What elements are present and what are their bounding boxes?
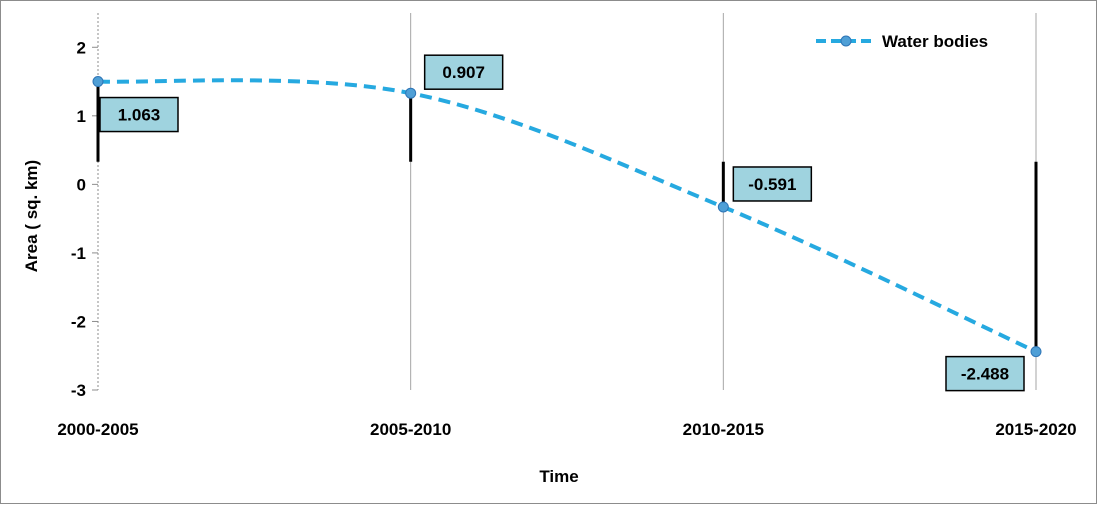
x-tick-label: 2005-2010 xyxy=(370,420,451,439)
series-layer xyxy=(92,76,1042,358)
legend-marker xyxy=(840,35,852,47)
x-tick-label: 2000-2005 xyxy=(57,420,138,439)
data-label-box xyxy=(945,355,1025,392)
y-tick-label: -3 xyxy=(71,381,86,400)
legend-label: Water bodies xyxy=(882,32,988,51)
data-labels: 1.063 0.907 -0.591 -2.488 xyxy=(99,54,1025,392)
data-point xyxy=(717,201,729,213)
y-tick-label: -1 xyxy=(71,244,86,263)
y-axis-title: Area ( sq. km) xyxy=(22,160,41,272)
y-tick-label: 2 xyxy=(77,38,86,57)
data-point xyxy=(405,87,417,99)
drop-lines xyxy=(96,81,1038,352)
data-label: -0.591 xyxy=(748,175,796,194)
data-label: 0.907 xyxy=(442,63,485,82)
data-label: 1.063 xyxy=(118,106,161,125)
data-point xyxy=(92,76,104,88)
data-label-box xyxy=(99,96,179,133)
y-tick-label: -2 xyxy=(71,312,86,331)
data-label: -2.488 xyxy=(961,365,1009,384)
axes: -3 -2 -1 0 1 2 2000-2005 2005-2010 2010-2015 2015… xyxy=(57,13,1077,439)
data-label-box xyxy=(423,54,504,90)
series-line-water-bodies xyxy=(97,78,1037,354)
x-tick-label: 2010-2015 xyxy=(683,420,764,439)
data-point xyxy=(1030,346,1042,358)
legend: Water bodies xyxy=(816,32,988,51)
y-tick-label: 1 xyxy=(77,107,86,126)
data-label-box xyxy=(732,166,813,202)
y-tick-label: 0 xyxy=(77,175,86,194)
x-tick-label: 2015-2020 xyxy=(995,420,1076,439)
x-axis-title: Time xyxy=(539,467,578,486)
